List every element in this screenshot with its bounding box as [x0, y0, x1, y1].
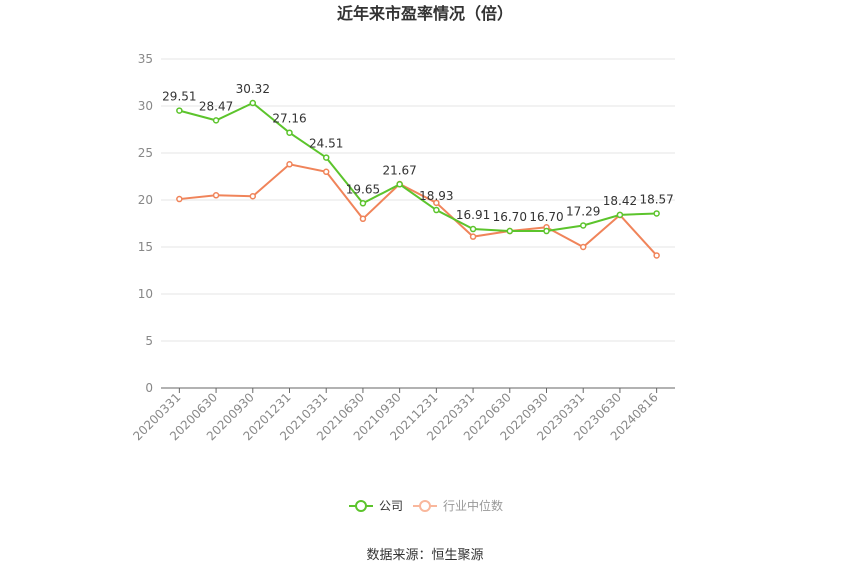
data-point-company: [359, 200, 367, 207]
series-line-industry: [179, 163, 658, 257]
y-tick-label: 35: [138, 52, 153, 66]
legend-label-industry: 行业中位数: [443, 498, 503, 513]
data-point-company: [579, 222, 587, 229]
y-tick-label: 25: [138, 146, 153, 160]
data-point-industry: [579, 243, 587, 251]
data-label-company: 21.67: [382, 163, 416, 177]
data-point-company: [469, 225, 477, 233]
y-tick-label: 10: [138, 287, 153, 301]
data-point-company: [322, 154, 330, 161]
data-point-company: [616, 211, 624, 219]
legend-marker-company: [355, 500, 367, 512]
data-point-company: [176, 107, 183, 114]
data-point-industry: [249, 192, 257, 200]
data-point-industry: [359, 215, 367, 223]
data-label-company: 18.42: [603, 194, 637, 208]
data-point-industry: [286, 161, 293, 168]
legend-marker-industry: [419, 500, 431, 512]
y-tick-label: 20: [138, 193, 153, 207]
legend-label-company: 公司: [379, 499, 403, 513]
legend: 公司 行业中位数: [349, 498, 503, 513]
data-point-industry: [322, 168, 330, 176]
data-point-company: [433, 206, 440, 214]
data-point-industry: [433, 199, 440, 207]
data-point-company: [506, 227, 514, 235]
data-point-company: [396, 181, 403, 188]
data-point-industry: [469, 233, 477, 240]
data-label-company: 24.51: [309, 137, 343, 151]
data-point-company: [212, 117, 220, 124]
data-label-company: 27.16: [272, 112, 306, 126]
data-label-company: 19.65: [346, 182, 380, 196]
data-label-company: 29.51: [162, 90, 196, 104]
data-point-company: [286, 129, 293, 136]
data-label-company: 18.57: [639, 192, 673, 206]
x-axis: 2020033120200630202009302020123120210331…: [130, 387, 675, 443]
data-point-company: [249, 99, 257, 107]
data-point-industry: [176, 195, 183, 203]
y-tick-label: 15: [138, 240, 153, 254]
data-label-company: 16.70: [529, 210, 563, 224]
y-axis: 0 5 10 15 20 25 30 35: [138, 52, 153, 395]
data-label-company: 28.47: [199, 99, 233, 113]
y-tick-label: 5: [145, 334, 153, 348]
source-note: 数据来源：恒生聚源: [366, 548, 483, 563]
data-label-company: 18.93: [419, 189, 453, 203]
chart-title: 近年来市盈率情况（倍）: [337, 4, 513, 23]
data-point-industry: [653, 252, 660, 259]
data-point-company: [653, 210, 660, 217]
data-point-industry: [212, 192, 220, 199]
series-line-company: [179, 101, 657, 233]
data-point-company: [543, 227, 550, 235]
y-tick-label: 30: [138, 99, 153, 113]
data-label-company: 30.32: [236, 82, 270, 96]
y-tick-label: 0: [145, 381, 153, 395]
data-label-company: 16.70: [493, 210, 527, 224]
data-label-company: 17.29: [566, 204, 600, 218]
grid-lines: [161, 58, 675, 342]
data-label-company: 16.91: [456, 208, 490, 222]
